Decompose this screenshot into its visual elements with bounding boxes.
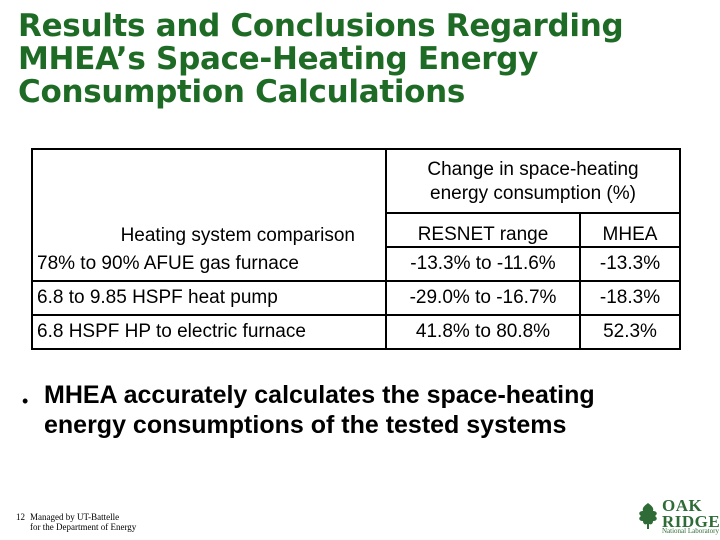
resnet-column-header: RESNET range (386, 212, 581, 247)
table-row: 78% to 90% AFUE gas furnace -13.3% to -1… (31, 246, 681, 281)
change-header-cell: Change in space-heating energy consumpti… (386, 148, 681, 213)
header-empty-cell (31, 148, 387, 213)
oak-leaf-icon (639, 503, 657, 529)
logo-subtitle: National Laboratory (662, 527, 719, 535)
mhea-cell: -18.3% (580, 280, 681, 315)
logo-word-1: OAK (662, 496, 703, 515)
page-number: 12 (16, 512, 25, 522)
table-row: 6.8 to 9.85 HSPF heat pump -29.0% to -16… (31, 280, 681, 315)
mhea-cell: -13.3% (580, 246, 681, 281)
change-header-line-2: energy consumption (%) (430, 183, 636, 204)
title-line-1: Results and Conclusions Regarding (18, 8, 624, 44)
footer: 12 Managed by UT-Battelle for the Depart… (16, 512, 136, 532)
bullet-text: MHEA accurately calculates the space-hea… (44, 381, 595, 439)
system-cell: 6.8 to 9.85 HSPF heat pump (31, 280, 387, 315)
mhea-cell: 52.3% (580, 314, 681, 350)
oak-ridge-logo: OAK RIDGE National Laboratory (632, 496, 720, 536)
resnet-cell: -29.0% to -16.7% (386, 280, 581, 315)
results-table: Change in space-heating energy consumpti… (31, 148, 681, 350)
mhea-column-header: MHEA (580, 212, 681, 247)
table-subheader-row: Heating system comparison RESNET range M… (31, 212, 681, 247)
footer-line-1: Managed by UT-Battelle (30, 512, 120, 522)
table-row: 6.8 HSPF HP to electric furnace 41.8% to… (31, 314, 681, 350)
bullet-icon: • (22, 391, 29, 411)
change-header-line-1: Change in space-heating (427, 159, 639, 180)
logo-wordmark: OAK RIDGE (662, 496, 720, 531)
logo-word-2: RIDGE (662, 512, 720, 531)
comparison-column-header: Heating system comparison (31, 213, 387, 247)
title-line-2: MHEA’s Space-Heating Energy (18, 41, 539, 77)
resnet-cell: 41.8% to 80.8% (386, 314, 581, 350)
slide-title: Results and Conclusions Regarding MHEA’s… (18, 10, 708, 109)
footer-line-2: for the Department of Energy (30, 522, 137, 532)
table-header-row: Change in space-heating energy consumpti… (31, 148, 681, 213)
system-cell: 6.8 HSPF HP to electric furnace (31, 314, 387, 350)
system-cell: 78% to 90% AFUE gas furnace (31, 247, 387, 281)
resnet-cell: -13.3% to -11.6% (386, 246, 581, 281)
title-line-3: Consumption Calculations (18, 74, 466, 110)
conclusion-bullet: • MHEA accurately calculates the space-h… (22, 380, 662, 440)
